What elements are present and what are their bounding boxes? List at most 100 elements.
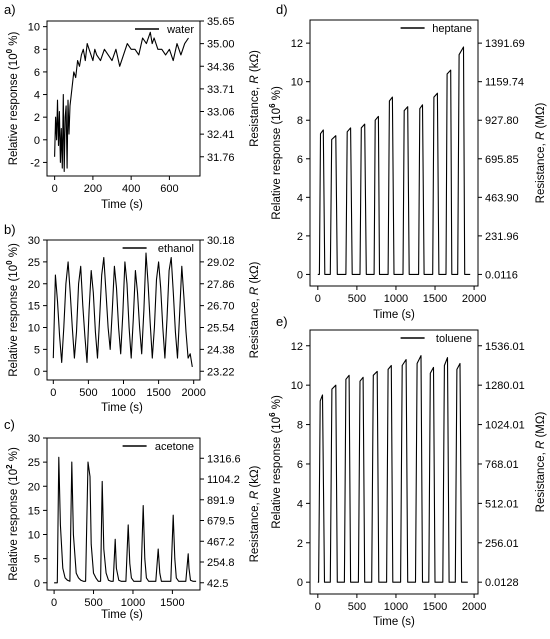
x-tick-label: 500: [348, 293, 366, 305]
y-tick-label: 8: [297, 115, 303, 127]
y-tick-label: 0: [297, 269, 303, 281]
y-tick-label: 6: [297, 154, 303, 166]
panel-a: a) 0 200 400 600 -2 0 2 4 6 8 10 31.76 32.41 33.06 33.7…: [4, 2, 261, 211]
right-label-text: Resistance,: [535, 140, 547, 203]
right-tick-label: 254.8: [207, 557, 235, 569]
y-label-unit: %): [271, 86, 283, 103]
right-tick-label: 26.70: [207, 301, 235, 313]
y-tick-label: 8: [34, 44, 40, 56]
right-label-unit: (kΩ): [249, 261, 261, 286]
right-tick-label: 27.86: [207, 279, 235, 291]
y-tick-label: 0: [34, 578, 40, 590]
x-tick-label: 2000: [462, 293, 486, 305]
right-tick-label: 35.65: [207, 16, 235, 28]
right-label-unit: (MΩ): [535, 103, 547, 132]
y-axis-label-right: Resistance, R (MΩ): [535, 412, 547, 513]
right-tick-label: 1391.69: [485, 38, 525, 50]
right-tick-label: 1024.01: [485, 420, 525, 432]
right-tick-label: 24.38: [207, 344, 235, 356]
data-series-line: [52, 252, 193, 367]
y-label-exponent: 6: [268, 103, 277, 108]
x-tick-label: 1000: [111, 387, 135, 399]
panel-c: c) 0 500 1000 1500 0 5 10 15 20 25 30 42.5 254.8 467.2…: [4, 417, 261, 621]
y-tick-label: 15: [28, 301, 40, 313]
right-label-symbol: R: [249, 287, 261, 295]
right-label-unit: (MΩ): [535, 412, 547, 441]
right-label-text: Resistance,: [249, 295, 261, 358]
y-label-text: Relative response (10: [271, 108, 283, 220]
y-label-text: Relative response (10: [8, 469, 20, 581]
right-tick-label: 1280.01: [485, 380, 525, 392]
panel-label: b): [4, 222, 16, 237]
y-tick-label: 10: [28, 22, 40, 34]
y-tick-label: 2: [297, 538, 303, 550]
x-tick-label: 0: [51, 597, 57, 609]
x-tick-label: 2000: [181, 387, 205, 399]
x-tick-label: 1500: [146, 387, 170, 399]
y-tick-label: 20: [28, 481, 40, 493]
right-tick-label: 33.06: [207, 107, 235, 119]
right-tick-label: 1536.01: [485, 341, 525, 353]
y-tick-label: 0: [34, 366, 40, 378]
plot-frame: [46, 437, 201, 591]
x-tick-label: 500: [84, 597, 102, 609]
panel-d: d) 0 500 1000 1500 2000 0 2 4 6 8 10 12 0.0116 231.96 4…: [268, 2, 547, 321]
right-tick-label: 23.22: [207, 366, 235, 378]
y-label-unit: %): [8, 243, 20, 260]
legend-label: ethanol: [158, 243, 194, 255]
y-tick-label: 10: [291, 380, 303, 392]
panel-b: b) 0 500 1000 1500 2000 0 5 10 15 20 25 30 23.22 24.38…: [4, 222, 261, 414]
y-tick-label: 10: [291, 77, 303, 89]
data-series-line: [54, 456, 197, 584]
y-axis-label-right: Resistance, R (kΩ): [249, 50, 261, 147]
y-tick-label: 12: [291, 341, 303, 353]
right-tick-label: 34.36: [207, 61, 235, 73]
right-label-unit: (kΩ): [249, 50, 261, 75]
right-tick-label: 31.76: [207, 152, 235, 164]
x-tick-label: 0: [315, 293, 321, 305]
x-tick-label: 1000: [121, 597, 145, 609]
legend-label: water: [166, 24, 194, 36]
y-label-text: Relative response (10: [271, 417, 283, 529]
x-tick-label: 1500: [160, 597, 184, 609]
right-tick-label: 33.71: [207, 84, 235, 96]
y-tick-label: 8: [297, 420, 303, 432]
panel-label: c): [4, 417, 15, 432]
x-axis-label: Time (s): [373, 309, 415, 321]
right-tick-label: 42.5: [207, 578, 228, 590]
x-tick-label: 1500: [423, 601, 447, 613]
x-tick-label: 0: [50, 387, 56, 399]
right-tick-label: 0.0128: [485, 577, 519, 589]
x-axis-label: Time (s): [101, 402, 143, 414]
right-tick-label: 463.90: [485, 192, 519, 204]
x-tick-label: 0: [52, 183, 58, 195]
x-tick-label: 600: [160, 183, 178, 195]
x-tick-label: 0: [315, 601, 321, 613]
y-label-unit: %): [271, 395, 283, 412]
y-axis-label-right: Resistance, R (kΩ): [249, 465, 261, 562]
right-tick-label: 32.41: [207, 129, 235, 141]
y-axis-label-left: Relative response (100 %): [5, 243, 20, 377]
x-tick-label: 1000: [384, 293, 408, 305]
right-tick-label: 29.02: [207, 257, 235, 269]
y-axis-label-right: Resistance, R (MΩ): [535, 103, 547, 204]
right-tick-label: 0.0116: [485, 269, 518, 281]
y-tick-label: -2: [30, 157, 40, 169]
right-tick-label: 25.54: [207, 323, 235, 335]
legend-label: toluene: [436, 333, 472, 345]
y-label-unit: %): [8, 447, 20, 464]
panel-label: e): [276, 314, 288, 329]
x-tick-label: 2000: [462, 601, 486, 613]
y-label-text: Relative response (10: [8, 53, 20, 165]
right-tick-label: 695.85: [485, 154, 519, 166]
y-tick-label: 4: [297, 192, 303, 204]
panel-e: e) 0 500 1000 1500 2000 0 2 4 6 8 10 12 0.0128 256.01 5…: [268, 314, 547, 628]
y-tick-label: 20: [28, 279, 40, 291]
right-tick-label: 891.9: [207, 495, 235, 507]
right-tick-label: 512.01: [485, 498, 519, 510]
right-tick-label: 30.18: [207, 235, 235, 247]
y-tick-label: 15: [28, 505, 40, 517]
y-axis-label-left: Relative response (102 %): [5, 447, 20, 581]
right-tick-label: 927.80: [485, 115, 519, 127]
